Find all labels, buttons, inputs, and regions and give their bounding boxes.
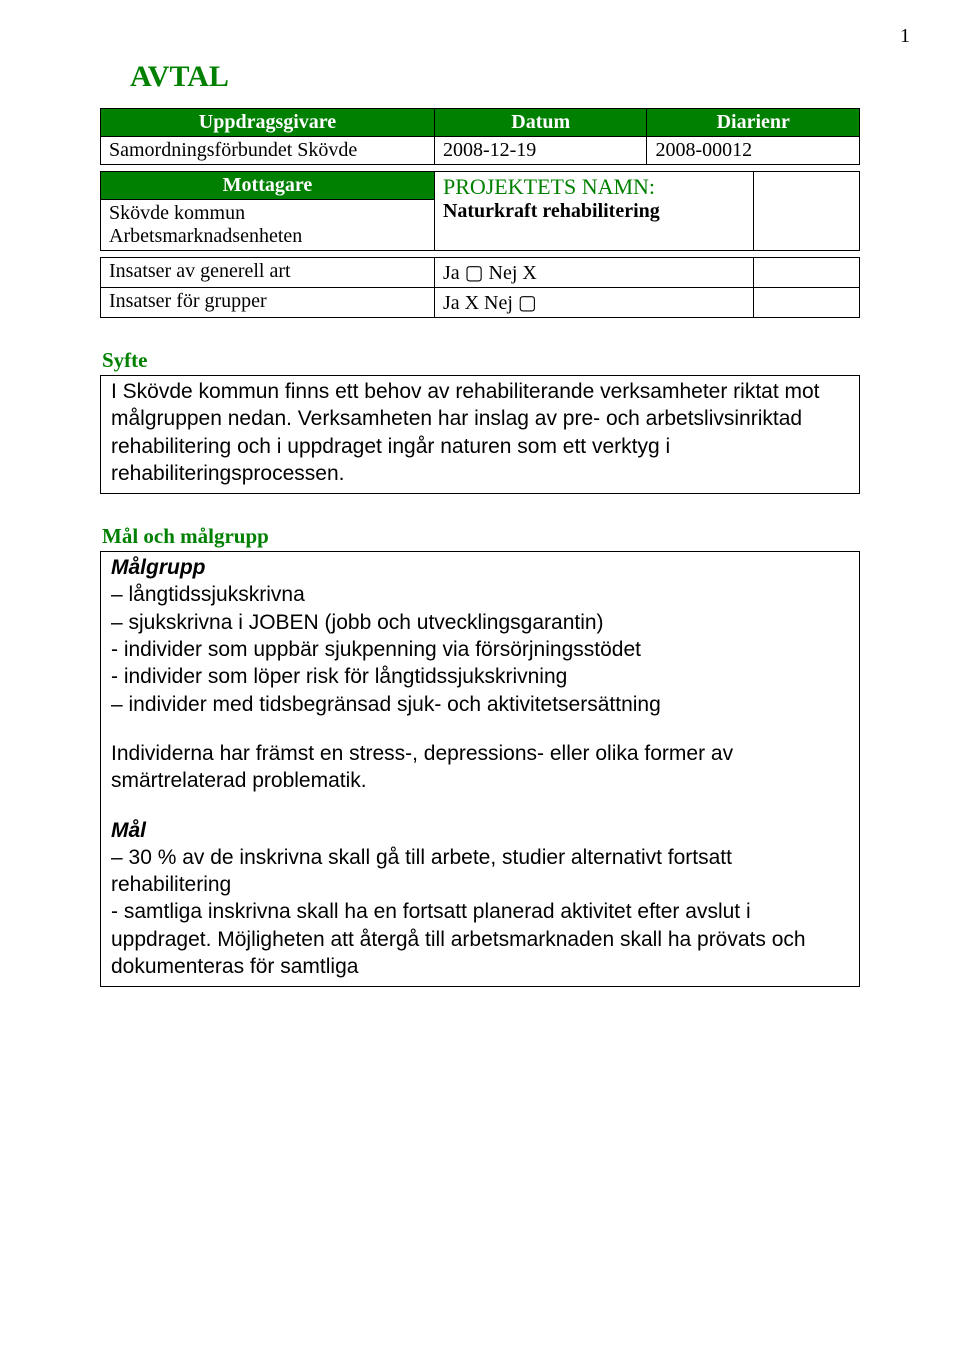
- cell-projekt: PROJEKTETS NAMN: Naturkraft rehabiliteri…: [434, 172, 753, 251]
- cell-mottagare-body: Skövde kommun Arbetsmarknadsenheten: [101, 200, 435, 251]
- header-mottagare: Mottagare: [101, 172, 435, 200]
- spacer-2: [111, 795, 849, 817]
- mottagare-table: Mottagare PROJEKTETS NAMN: Naturkraft re…: [100, 171, 860, 251]
- mal-list2-1: – 30 % av de inskrivna skall gå till arb…: [111, 844, 849, 899]
- mal-heading: Mål och målgrupp: [102, 524, 860, 549]
- page-container: 1 AVTAL Uppdragsgivare Datum Diarienr Sa…: [0, 0, 960, 1361]
- cell-uppdragsgivare: Samordningsförbundet Skövde: [101, 137, 435, 165]
- insatser-row2-label: Insatser för grupper: [101, 288, 435, 318]
- mal-list1-4: - individer som löper risk för långtidss…: [111, 663, 849, 690]
- header-col-diarienr: Diarienr: [647, 109, 860, 137]
- cell-datum: 2008-12-19: [434, 137, 647, 165]
- mal-para2: Individerna har främst en stress-, depre…: [111, 740, 849, 795]
- mal-sub1: Målgrupp: [111, 554, 849, 581]
- projekt-value: Naturkraft rehabilitering: [443, 200, 745, 223]
- mal-list1-3: - individer som uppbär sjukpenning via f…: [111, 636, 849, 663]
- mottagare-line2: Arbetsmarknadsenheten: [109, 225, 426, 248]
- mal-list1-5: – individer med tidsbegränsad sjuk- och …: [111, 691, 849, 718]
- insatser-row1-empty: [753, 258, 859, 288]
- header-col-uppdragsgivare: Uppdragsgivare: [101, 109, 435, 137]
- insatser-row1-label: Insatser av generell art: [101, 258, 435, 288]
- insatser-table: Insatser av generell art Ja ▢ Nej X Insa…: [100, 257, 860, 318]
- syfte-heading: Syfte: [102, 348, 860, 373]
- spacer-1: [111, 718, 849, 740]
- mal-sub2: Mål: [111, 817, 849, 844]
- mal-box: Målgrupp – långtidssjukskrivna – sjukskr…: [100, 551, 860, 987]
- syfte-box: I Skövde kommun finns ett behov av rehab…: [100, 375, 860, 494]
- insatser-row2-value: Ja X Nej ▢: [434, 288, 753, 318]
- insatser-row1-value: Ja ▢ Nej X: [434, 258, 753, 288]
- header-col-datum: Datum: [434, 109, 647, 137]
- mottagare-line1: Skövde kommun: [109, 202, 426, 225]
- insatser-row2-empty: [753, 288, 859, 318]
- cell-empty-right: [753, 172, 859, 251]
- cell-diarienr: 2008-00012: [647, 137, 860, 165]
- mal-list2-2: - samtliga inskrivna skall ha en fortsat…: [111, 898, 849, 980]
- header-table: Uppdragsgivare Datum Diarienr Samordning…: [100, 108, 860, 165]
- mal-list1-2: – sjukskrivna i JOBEN (jobb och utveckli…: [111, 609, 849, 636]
- mal-list1-1: – långtidssjukskrivna: [111, 581, 849, 608]
- syfte-body: I Skövde kommun finns ett behov av rehab…: [111, 380, 820, 485]
- document-title: AVTAL: [130, 60, 860, 94]
- projekt-label: PROJEKTETS NAMN:: [443, 174, 745, 200]
- page-number: 1: [900, 25, 910, 48]
